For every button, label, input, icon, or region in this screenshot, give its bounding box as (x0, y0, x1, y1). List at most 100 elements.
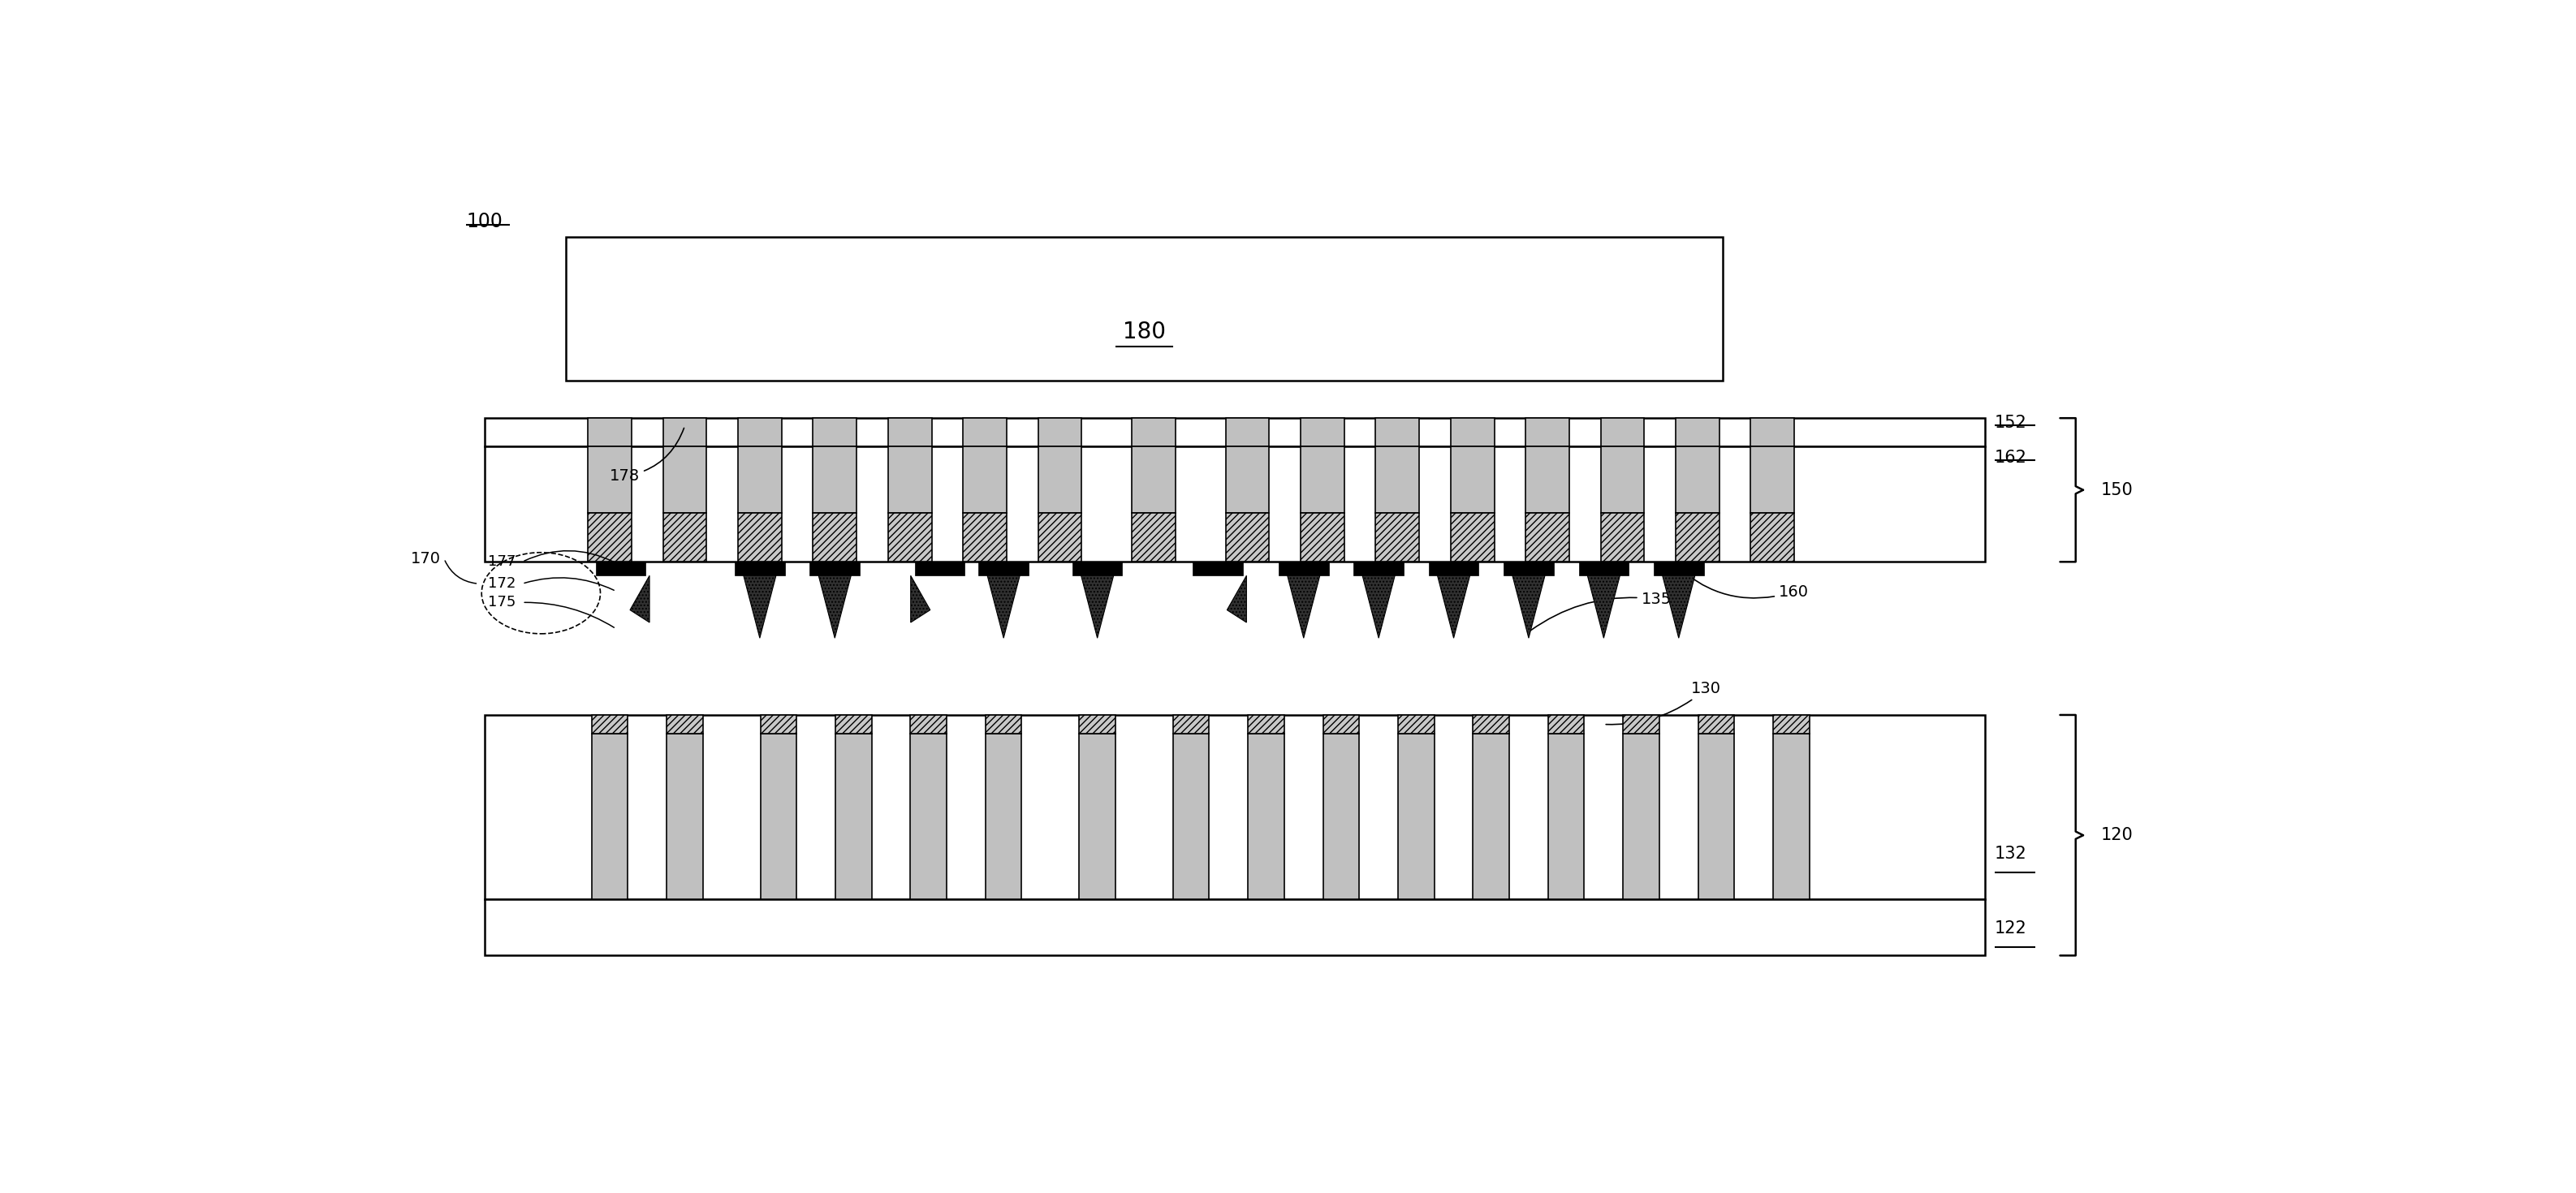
Bar (737, 446, 781, 513)
Bar (1752, 513, 1795, 562)
Bar (1504, 562, 1553, 575)
Text: 170: 170 (412, 551, 440, 567)
Text: 122: 122 (1994, 921, 2027, 937)
Bar (484, 900, 1986, 956)
Text: 160: 160 (1674, 563, 1808, 599)
Bar (987, 734, 1023, 900)
Bar (667, 734, 703, 900)
Bar (889, 418, 933, 446)
Bar (1226, 513, 1270, 562)
Bar (979, 562, 1028, 575)
Bar (1473, 734, 1510, 900)
Polygon shape (912, 575, 930, 623)
Text: 178: 178 (611, 428, 685, 484)
Bar (1525, 446, 1569, 513)
Bar (914, 562, 963, 575)
Bar (1301, 446, 1345, 513)
Bar (1623, 715, 1659, 734)
Bar (1654, 562, 1703, 575)
Bar (587, 513, 631, 562)
Polygon shape (1288, 575, 1319, 638)
Bar (1247, 734, 1285, 900)
Bar (1376, 446, 1419, 513)
Text: 177: 177 (487, 555, 515, 569)
Bar (662, 446, 706, 513)
Text: 100: 100 (466, 212, 502, 231)
Polygon shape (987, 575, 1020, 638)
Bar (1579, 562, 1628, 575)
Bar (662, 418, 706, 446)
Bar (484, 418, 1986, 446)
Bar (1301, 418, 1345, 446)
Bar (760, 734, 796, 900)
Text: 172: 172 (487, 576, 515, 591)
Bar (1450, 513, 1494, 562)
Bar (1525, 513, 1569, 562)
Bar (1525, 418, 1569, 446)
Bar (963, 418, 1007, 446)
Polygon shape (1363, 575, 1394, 638)
Polygon shape (1512, 575, 1546, 638)
Bar (484, 446, 1986, 562)
Text: 175: 175 (487, 595, 515, 610)
Polygon shape (1437, 575, 1471, 638)
Bar (587, 446, 631, 513)
Bar (835, 734, 871, 900)
Bar (889, 513, 933, 562)
Bar (1548, 734, 1584, 900)
Bar (987, 715, 1023, 734)
Bar (737, 513, 781, 562)
Bar (1131, 513, 1175, 562)
Bar (814, 418, 858, 446)
Bar (1376, 418, 1419, 446)
Bar (1226, 418, 1270, 446)
Bar (484, 715, 1986, 900)
Bar (1399, 734, 1435, 900)
Bar (1301, 513, 1345, 562)
Polygon shape (631, 575, 649, 623)
Bar (1752, 418, 1795, 446)
Bar (909, 734, 948, 900)
Bar (809, 562, 860, 575)
Bar (1600, 513, 1643, 562)
Bar (909, 715, 948, 734)
Bar (1430, 562, 1479, 575)
Bar (814, 513, 858, 562)
Text: 180: 180 (1123, 321, 1167, 344)
Bar (760, 715, 796, 734)
Polygon shape (1226, 575, 1247, 623)
Bar (1072, 562, 1123, 575)
Bar (1698, 734, 1734, 900)
Bar (1278, 562, 1329, 575)
Polygon shape (1587, 575, 1620, 638)
Bar (567, 237, 1723, 381)
Bar (1600, 418, 1643, 446)
Text: 162: 162 (1994, 450, 2027, 465)
Bar (1376, 513, 1419, 562)
Text: 120: 120 (2099, 827, 2133, 843)
Bar (1772, 734, 1808, 900)
Bar (592, 734, 629, 900)
Polygon shape (819, 575, 850, 638)
Bar (734, 562, 786, 575)
Text: 150: 150 (2099, 482, 2133, 499)
Bar (1674, 513, 1718, 562)
Bar (1674, 418, 1718, 446)
Bar (1038, 446, 1082, 513)
Bar (1131, 418, 1175, 446)
Bar (1450, 446, 1494, 513)
Bar (1473, 715, 1510, 734)
Bar (587, 418, 631, 446)
Bar (1226, 446, 1270, 513)
Bar (1674, 446, 1718, 513)
Bar (889, 446, 933, 513)
Bar (1038, 418, 1082, 446)
Bar (1548, 715, 1584, 734)
Bar (1600, 446, 1643, 513)
Bar (595, 562, 647, 575)
Bar (1399, 715, 1435, 734)
Bar (1698, 715, 1734, 734)
Bar (662, 513, 706, 562)
Text: 130: 130 (1605, 681, 1721, 724)
Bar (1324, 734, 1360, 900)
